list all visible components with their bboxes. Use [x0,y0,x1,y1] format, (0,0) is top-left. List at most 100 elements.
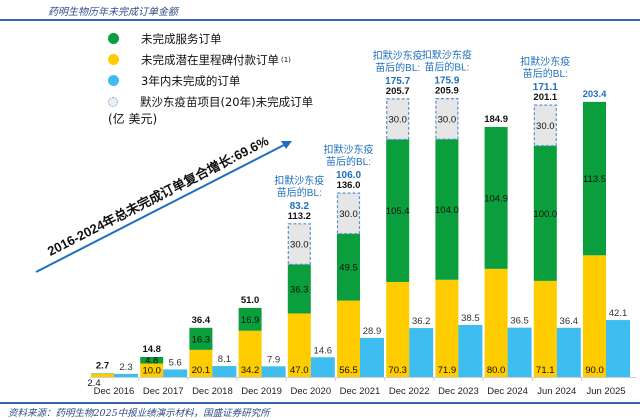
data-label-three-year: 42.1 [609,308,628,319]
callout-value: 175.7 [385,76,410,87]
data-label-milestone: 90.0 [585,365,604,376]
x-tick-label: Dec 2016 [94,386,135,397]
data-label-three-year: 36.2 [412,316,431,327]
x-tick-label: Dec 2023 [438,386,479,397]
data-label-service: 16.9 [241,315,260,326]
bar-milestone [484,268,508,377]
data-label-total: 2.7 [96,360,109,371]
data-label-milestone: 47.0 [290,365,309,376]
data-label-service: 49.5 [339,263,358,274]
data-label-three-year: 14.6 [314,345,333,356]
data-label-milestone: 20.1 [192,365,211,376]
callout-label: 扣默沙东疫 [324,143,374,156]
callout-label: 苗后的BL: [326,155,371,168]
data-label-three-year: 38.5 [461,313,480,324]
bar-service [189,327,213,350]
data-label-vaccine: 30.0 [339,209,358,220]
cagr-annotation: 2016-2024年总未完成订单复合增长:69.6% [45,133,272,259]
legend-marker-dashed-icon [108,96,118,107]
data-label-vaccine: 30.0 [536,121,555,132]
legend-label: 3年内未完成的订单 [141,73,241,88]
legend-label: 未完成潜在里程碑付款订单 [141,52,279,67]
data-label-three-year: 8.1 [218,354,231,365]
x-tick-label: Dec 2020 [290,386,331,397]
data-label-total: 184.9 [484,114,508,125]
bar-three-year [114,373,138,377]
data-label-service: 105.4 [386,206,410,217]
bar-milestone [140,363,164,377]
bar-milestone [91,373,114,377]
x-tick-label: Dec 2024 [487,386,528,397]
bar-service [435,139,459,280]
x-tick-label: Dec 2022 [389,386,430,397]
callout-label: 扣默沙东疫 [422,49,472,62]
x-tick-label: Dec 2021 [340,386,381,397]
data-label-milestone: 34.2 [241,365,260,376]
data-label-total: 113.2 [288,211,311,222]
data-label-service: 16.3 [192,334,211,345]
bar-milestone [189,349,213,377]
callout-value: 175.9 [434,76,459,87]
bar-vaccine [533,104,557,147]
data-label-total: 36.4 [192,315,211,326]
callout-value: 106.0 [336,170,361,181]
callout-label: 扣默沙东疫 [274,174,324,187]
data-label-total: 205.7 [386,86,410,97]
data-label-milestone: 71.1 [536,365,555,376]
bar-service [287,264,311,314]
bar-service [337,233,360,301]
bar-three-year [163,369,188,377]
bar-three-year [310,357,335,377]
bar-vaccine [287,223,311,265]
callout-label: 扣默沙东疫 [373,49,423,62]
bar-vaccine [386,98,410,141]
bar-three-year [409,328,434,377]
data-label-total: 14.8 [142,344,161,355]
bar-three-year [458,324,483,377]
data-label-service: 113.5 [583,174,606,185]
callout-label: 扣默沙东疫 [520,55,570,68]
callout-label: 苗后的BL: [277,186,322,199]
bar-service [583,101,606,256]
callout-label: 苗后的BL: [523,67,568,80]
data-label-milestone: 80.0 [487,365,506,376]
data-label-three-year: 2.3 [119,362,132,373]
data-label-three-year: 36.5 [510,316,529,327]
x-tick-label: Dec 2019 [241,386,282,397]
callout-label: 苗后的BL: [375,61,420,74]
data-label-three-year: 5.6 [169,357,182,368]
data-label-total: 203.4 [583,89,607,100]
legend-item-vaccine: 默沙东疫苗项目(20年)未完成订单 [108,91,313,112]
bar-service [140,356,164,364]
data-label-three-year: 28.9 [363,326,382,337]
x-tick-label: Dec 2017 [143,386,184,397]
data-label-three-year: 7.9 [267,354,280,365]
bar-vaccine [336,192,361,235]
bar-milestone [287,313,311,377]
data-label-milestone: 2.4 [87,378,100,389]
bar-milestone [386,281,410,377]
data-label-vaccine: 30.0 [290,240,309,251]
data-label-vaccine: 30.0 [388,115,407,126]
data-label-milestone: 10.0 [142,366,161,377]
bar-three-year [606,320,630,377]
data-label-milestone: 70.3 [388,365,407,376]
cagr-arrowhead-icon [281,141,292,149]
bar-service [238,307,262,331]
header-rule [0,19,640,21]
data-label-vaccine: 30.0 [438,114,457,125]
legend-marker-green-icon [108,33,119,44]
legend-item-three-year: 3年内未完成的订单 [108,70,313,91]
bar-service [484,127,508,269]
data-label-service: 4.8 [145,356,158,367]
data-label-service: 100.0 [533,209,557,220]
data-label-total: 205.9 [435,86,459,97]
legend-footnote: (1) [281,55,291,64]
callout-label: 苗后的BL: [424,61,469,74]
legend: 未完成服务订单 未完成潜在里程碑付款订单 (1) 3年内未完成的订单 默沙东疫苗… [108,28,313,112]
x-tick-label: Jun 2025 [586,386,625,397]
data-label-service: 104.9 [484,193,508,204]
data-label-total: 201.1 [533,92,557,103]
unit-label: (亿 美元) [108,112,158,126]
